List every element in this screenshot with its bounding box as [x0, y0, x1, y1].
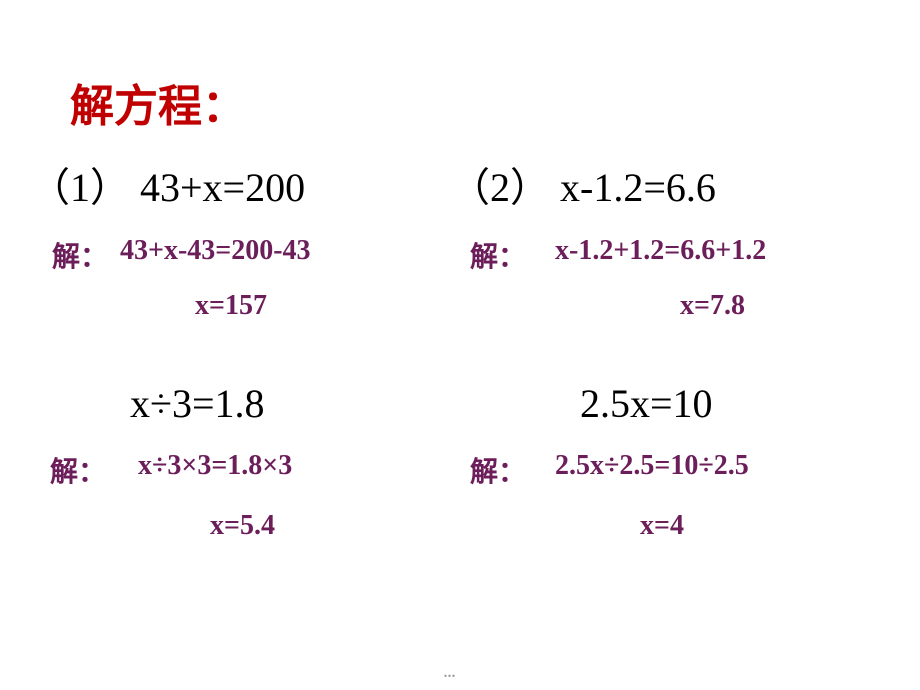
solution-2-step2: x=7.8 [680, 290, 745, 322]
solution-1-step1: 43+x-43=200-43 [120, 235, 311, 267]
solution-2-prefix: 解： [470, 235, 526, 275]
solution-3-step2: x=5.4 [210, 510, 275, 542]
problem-1: （1） 43+x=200 [30, 155, 305, 213]
solution-4-step1: 2.5x÷2.5=10÷2.5 [555, 450, 749, 482]
dot-right: . [451, 660, 455, 683]
problem-4: 2.5x=10 [580, 380, 713, 427]
solution-2-step1: x-1.2+1.2=6.6+1.2 [555, 235, 766, 267]
solution-4-step2: x=4 [640, 510, 684, 542]
solution-3-step1: x÷3×3=1.8×3 [138, 450, 292, 482]
problem-1-label: （1） [30, 165, 130, 210]
slide-title: 解方程： [70, 70, 246, 134]
solution-4-prefix: 解： [470, 450, 526, 490]
slide-indicator-icon: . . . [443, 660, 455, 683]
problem-3: x÷3=1.8 [130, 380, 265, 427]
problem-2-equation: x-1.2=6.6 [560, 165, 716, 210]
solution-1-step2: x=157 [195, 290, 267, 322]
problem-1-equation: 43+x=200 [140, 165, 305, 210]
solution-3-prefix: 解： [50, 450, 106, 490]
problem-2: （2） x-1.2=6.6 [450, 155, 716, 213]
problem-2-label: （2） [450, 165, 550, 210]
solution-1-prefix: 解： [52, 235, 108, 275]
